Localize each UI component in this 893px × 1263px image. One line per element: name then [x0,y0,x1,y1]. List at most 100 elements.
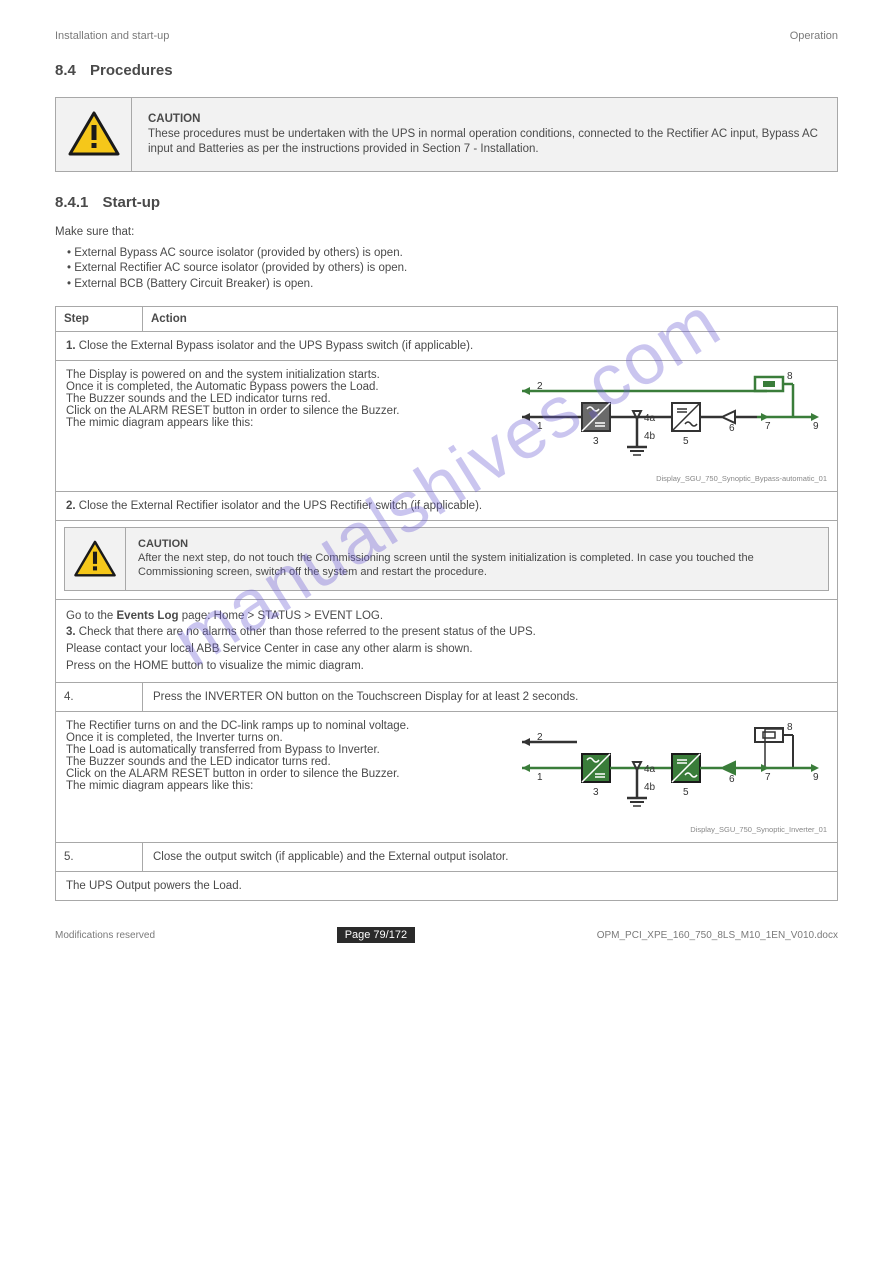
cell: 5. Close the output switch (if applicabl… [56,843,837,871]
step-text: Press the INVERTER ON button on the Touc… [143,683,837,711]
extra: Please contact your local ABB Service Ce… [66,641,827,658]
svg-text:5: 5 [683,436,689,447]
svg-text:3: 3 [593,436,599,447]
svg-text:4a: 4a [644,413,656,424]
step-text: Close the External Rectifier isolator an… [79,500,482,512]
svg-text:7: 7 [765,772,771,783]
line: The mimic diagram appears like this: [66,417,491,429]
section-number: 8.4 [55,62,76,79]
table-row: 1. Close the External Bypass isolator an… [56,332,837,361]
table-row: 2. Close the External Rectifier isolator… [56,492,837,521]
diag-caption: Display_SGU_750_Synoptic_Bypass-automati… [507,474,827,483]
svg-text:8: 8 [787,722,793,733]
svg-text:1: 1 [537,772,543,783]
table-row: CAUTION After the next step, do not touc… [56,527,837,599]
cell: Go to the Events Log page: Home > STATUS… [56,600,837,683]
step-text: Close the output switch (if applicable) … [143,843,837,871]
page-header: Installation and start-up Operation [55,30,838,42]
caution-title: CAUTION [148,112,821,127]
extra2: Press on the HOME button to visualize th… [66,658,827,675]
col-action: Action [143,307,837,331]
table-row: The UPS Output powers the Load. [56,872,837,900]
rest: page: Home > STATUS > EVENT LOG. [182,610,383,622]
svg-text:2: 2 [537,732,543,743]
warning-icon [56,98,132,171]
page-footer: Modifications reserved Page 79/172 OPM_P… [55,927,838,943]
svg-text:9: 9 [813,772,819,783]
footer-right: OPM_PCI_XPE_160_750_8LS_M10_1EN_V010.doc… [597,930,838,941]
header-left: Installation and start-up [55,30,169,42]
svg-text:6: 6 [729,774,735,785]
intro-text: Make sure that: [55,225,838,240]
procedure-table: Step Action 1. Close the External Bypass… [55,306,838,901]
svg-text:1: 1 [537,421,543,432]
svg-text:4b: 4b [644,782,656,793]
caution-body: After the next step, do not touch the Co… [138,552,816,580]
caution-word: CAUTION [138,538,816,552]
diag-text: The Rectifier turns on and the DC-link r… [66,720,491,792]
bold: Events Log [117,610,182,622]
step-num: 1. [66,340,76,352]
synoptic-diagram-inverter: 2 1 3 4a 4b 5 6 7 8 9 Display_SGU_750_Sy… [507,720,827,834]
bullet: External BCB (Battery Circuit Breaker) i… [55,277,838,293]
cell: 4. Press the INVERTER ON button on the T… [56,683,837,711]
header-right: Operation [790,30,838,42]
cell: The Rectifier turns on and the DC-link r… [56,712,837,842]
nested-caution: CAUTION After the next step, do not touc… [64,527,829,590]
svg-text:4b: 4b [644,431,656,442]
line: Once it is completed, the Automatic Bypa… [66,381,491,393]
svg-text:7: 7 [765,421,771,432]
caution-box-top: CAUTION These procedures must be underta… [55,97,838,172]
line: Click on the ALARM RESET button in order… [66,768,491,780]
cell: The UPS Output powers the Load. [56,872,837,900]
table-row: The Rectifier turns on and the DC-link r… [56,712,837,843]
svg-text:5: 5 [683,787,689,798]
step-text: Check that there are no alarms other tha… [79,626,536,638]
cell: 1. Close the External Bypass isolator an… [56,332,837,360]
table-row: The Display is powered on and the system… [56,361,837,492]
line: The Rectifier turns on and the DC-link r… [66,720,491,732]
svg-text:3: 3 [593,787,599,798]
section-heading: 8.4 Procedures [55,62,838,79]
synoptic-diagram-bypass: 2 1 3 4a 4b 5 6 7 8 9 Display_SGU_750_Sy… [507,369,827,483]
page: manualshives.com Installation and start-… [0,0,893,963]
svg-text:6: 6 [729,423,735,434]
subsection-heading: 8.4.1 Start-up [55,194,838,211]
pre: Go to the [66,610,117,622]
bullet: External Rectifier AC source isolator (p… [55,261,838,277]
svg-text:8: 8 [787,371,793,382]
line: The Buzzer sounds and the LED indicator … [66,756,491,768]
line: Click on the ALARM RESET button in order… [66,405,491,417]
step-text: Close the External Bypass isolator and t… [79,340,473,352]
line: The Display is powered on and the system… [66,369,491,381]
step-num: 2. [66,500,76,512]
footer-left: Modifications reserved [55,930,155,941]
line: The mimic diagram appears like this: [66,780,491,792]
warning-icon [65,528,126,589]
bullet: External Bypass AC source isolator (prov… [55,246,838,262]
caution-text: CAUTION These procedures must be underta… [132,98,837,171]
line: Once it is completed, the Inverter turns… [66,732,491,744]
table-row: 5. Close the output switch (if applicabl… [56,843,837,872]
step-num: 3. [66,626,76,638]
subsection-number: 8.4.1 [55,194,88,211]
caution-text: CAUTION After the next step, do not touc… [126,528,828,589]
diag-text: The Display is powered on and the system… [66,369,491,429]
section-title: Procedures [90,62,173,79]
table-row: Go to the Events Log page: Home > STATUS… [56,600,837,684]
col-step: Step [56,307,143,331]
line: The Load is automatically transferred fr… [66,744,491,756]
cell: The Display is powered on and the system… [56,361,837,491]
svg-text:9: 9 [813,421,819,432]
line: The Buzzer sounds and the LED indicator … [66,393,491,405]
svg-text:4a: 4a [644,764,656,775]
caution-body: These procedures must be undertaken with… [148,127,821,157]
step-num: 5. [56,843,143,871]
cell: 2. Close the External Rectifier isolator… [56,492,837,520]
subsection-title: Start-up [103,194,161,211]
table-row: 4. Press the INVERTER ON button on the T… [56,683,837,712]
table-header: Step Action [56,307,837,332]
svg-text:2: 2 [537,381,543,392]
diag-caption: Display_SGU_750_Synoptic_Inverter_01 [507,825,827,834]
step-num: 4. [56,683,143,711]
